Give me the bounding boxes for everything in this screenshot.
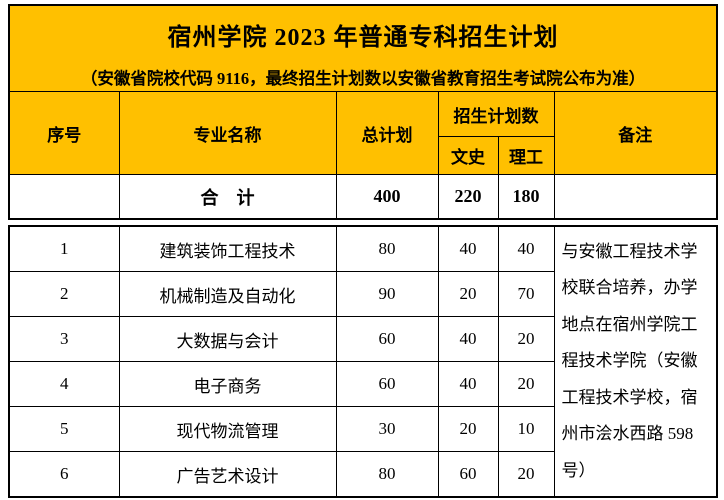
cell-major: 广告艺术设计 bbox=[118, 451, 337, 498]
table-row: 6 广告艺术设计 80 60 20 bbox=[8, 451, 717, 498]
title-row: 宿州学院 2023 年普通专科招生计划 （安徽省院校代码 9116，最终招生计划… bbox=[8, 4, 718, 92]
cell-total: 30 bbox=[335, 406, 439, 452]
cell-index: 4 bbox=[8, 361, 120, 407]
cell-index: 2 bbox=[8, 271, 120, 317]
header-col-total: 总计划 bbox=[335, 91, 439, 175]
header-col-liberal-arts: 文史 bbox=[437, 136, 499, 175]
total-row-science: 180 bbox=[497, 174, 555, 220]
header-col-major: 专业名称 bbox=[118, 91, 337, 175]
remark-cell: 与安徽工程技术学校联合培养，办学地点在宿州学院工程技术学院（安徽工程技术学校，宿… bbox=[553, 225, 718, 498]
cell-science: 20 bbox=[497, 361, 555, 407]
cell-total: 80 bbox=[335, 451, 439, 498]
cell-index: 5 bbox=[8, 406, 120, 452]
total-row-label: 合 计 bbox=[118, 174, 337, 220]
header-row: 序号 专业名称 总计划 招生计划数 备注 bbox=[8, 91, 718, 175]
total-row-liberal-arts: 220 bbox=[437, 174, 499, 220]
cell-total: 80 bbox=[335, 225, 439, 272]
cell-index: 6 bbox=[8, 451, 120, 498]
table-row: 2 机械制造及自动化 90 20 70 bbox=[8, 271, 717, 317]
header-subrow: 文史 理工 bbox=[9, 136, 717, 175]
cell-science: 20 bbox=[497, 451, 555, 498]
cell-total: 90 bbox=[335, 271, 439, 317]
header-col-remark: 备注 bbox=[553, 91, 718, 175]
table-row: 5 现代物流管理 30 20 10 bbox=[8, 406, 717, 452]
header-group-plan: 招生计划数 bbox=[437, 91, 555, 137]
cell-liberal-arts: 40 bbox=[437, 361, 499, 407]
cell-liberal-arts: 40 bbox=[437, 225, 499, 272]
total-row: 合 计 400 220 180 bbox=[8, 174, 718, 220]
cell-major: 大数据与会计 bbox=[118, 316, 337, 362]
cell-liberal-arts: 20 bbox=[437, 406, 499, 452]
total-row-index-cell bbox=[8, 174, 120, 220]
cell-liberal-arts: 20 bbox=[437, 271, 499, 317]
table-row: 4 电子商务 60 40 20 bbox=[8, 361, 717, 407]
cell-major: 建筑装饰工程技术 bbox=[118, 225, 337, 272]
cell-science: 10 bbox=[497, 406, 555, 452]
cell-major: 电子商务 bbox=[118, 361, 337, 407]
cell-major: 机械制造及自动化 bbox=[118, 271, 337, 317]
header-col-index: 序号 bbox=[8, 91, 120, 175]
total-row-total: 400 bbox=[335, 174, 439, 220]
table-row: 1 建筑装饰工程技术 80 40 40 与安徽工程技术学校联合培养，办学地点在宿… bbox=[8, 225, 718, 498]
cell-science: 20 bbox=[497, 316, 555, 362]
table-row: 3 大数据与会计 60 40 20 bbox=[8, 316, 717, 362]
plan-table-body-section: 1 建筑装饰工程技术 80 40 40 与安徽工程技术学校联合培养，办学地点在宿… bbox=[8, 225, 718, 498]
page-subtitle: （安徽省院校代码 9116，最终招生计划数以安徽省教育招生考试院公布为准） bbox=[80, 69, 646, 88]
cell-liberal-arts: 60 bbox=[437, 451, 499, 498]
cell-liberal-arts: 40 bbox=[437, 316, 499, 362]
cell-index: 1 bbox=[8, 225, 120, 272]
cell-science: 70 bbox=[497, 271, 555, 317]
cell-index: 3 bbox=[8, 316, 120, 362]
cell-science: 40 bbox=[497, 225, 555, 272]
cell-total: 60 bbox=[335, 316, 439, 362]
cell-major: 现代物流管理 bbox=[118, 406, 337, 452]
page-title: 宿州学院 2023 年普通专科招生计划 bbox=[167, 25, 559, 51]
cell-total: 60 bbox=[335, 361, 439, 407]
total-row-remark-cell bbox=[553, 174, 718, 220]
title-banner: 宿州学院 2023 年普通专科招生计划 （安徽省院校代码 9116，最终招生计划… bbox=[8, 4, 718, 92]
header-col-science: 理工 bbox=[497, 136, 555, 175]
plan-table-header-section: 宿州学院 2023 年普通专科招生计划 （安徽省院校代码 9116，最终招生计划… bbox=[8, 4, 719, 220]
